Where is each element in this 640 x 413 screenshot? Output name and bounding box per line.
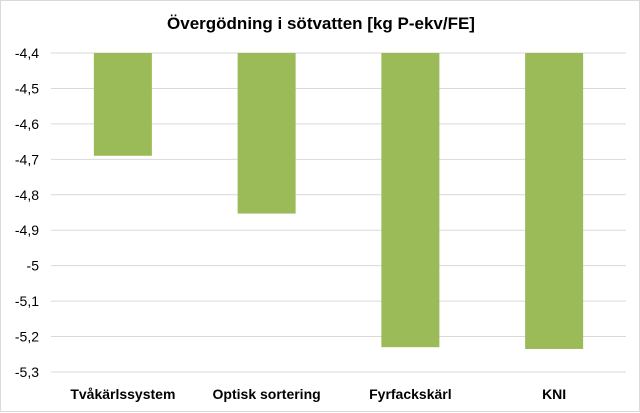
y-tick-label: -4,8: [15, 187, 39, 203]
y-tick-label: -5,2: [15, 329, 39, 345]
y-tick-label: -5,1: [15, 293, 39, 309]
bars: [93, 53, 584, 349]
bar-1: [237, 53, 296, 214]
bar-0: [93, 53, 152, 156]
y-tick-label: -4,4: [15, 45, 39, 61]
chart-title: Övergödning i sötvatten [kg P-ekv/FE]: [167, 14, 475, 33]
bar-3: [525, 53, 584, 349]
x-category-label: KNI: [542, 386, 566, 402]
x-axis-category-labels: Tvåkärlssystem Optisk sortering Fyrfackskä…: [70, 386, 566, 402]
y-axis-tick-labels: -4,4 -4,5 -4,6 -4,7 -4,8 -4,9 -5 -5,1 -5,2 -5,3: [15, 45, 39, 380]
x-category-label: Optisk sortering: [213, 386, 321, 402]
y-tick-label: -5: [27, 258, 40, 274]
bar-2: [381, 53, 440, 348]
y-tick-label: -4,6: [15, 116, 39, 132]
x-category-label: Tvåkärlssystem: [70, 386, 175, 402]
y-tick-label: -5,3: [15, 364, 39, 380]
y-tick-label: -4,7: [15, 151, 39, 167]
y-tick-label: -4,9: [15, 222, 39, 238]
x-category-label: Fyrfackskärl: [369, 386, 452, 402]
y-tick-label: -4,5: [15, 80, 39, 96]
